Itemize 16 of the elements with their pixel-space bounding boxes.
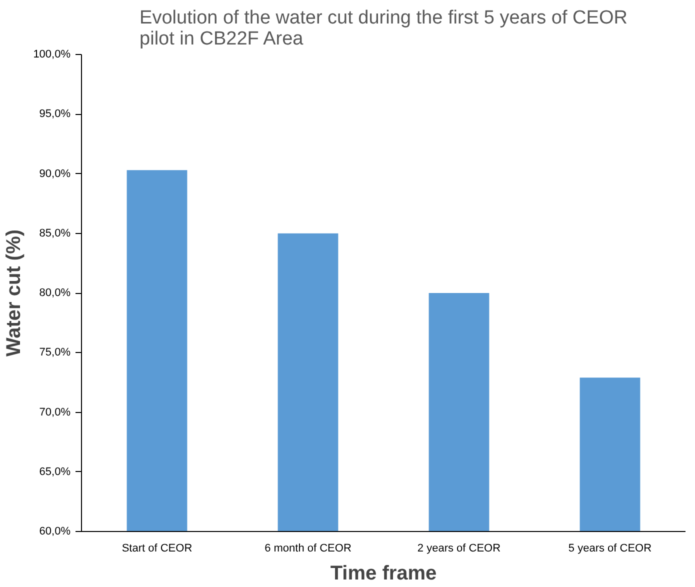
x-tick-label: 2 years of CEOR — [417, 542, 501, 554]
y-tick-label: 75,0% — [39, 346, 71, 359]
y-tick-label: 90,0% — [39, 168, 71, 180]
y-tick-label: 80,0% — [39, 287, 71, 299]
chart-title: Evolution of the water cut during the first 5 years of CEOR pilot in CB22F Area — [140, 8, 628, 50]
x-tick-label: Start of CEOR — [122, 542, 192, 554]
y-tick-label: 85,0% — [39, 227, 71, 240]
y-tick-label: 60,0% — [39, 526, 71, 538]
y-tick-label: 70,0% — [39, 406, 71, 418]
x-tick-label: 5 years of CEOR — [568, 542, 652, 554]
x-axis-title: Time frame — [330, 562, 437, 584]
y-axis-title: Water cut (%) — [3, 229, 26, 357]
y-tick-label: 100,0% — [33, 48, 71, 60]
x-tick-label: 6 month of CEOR — [264, 542, 352, 554]
y-tick-label: 95,0% — [39, 108, 71, 120]
y-tick-label: 65,0% — [39, 466, 71, 478]
